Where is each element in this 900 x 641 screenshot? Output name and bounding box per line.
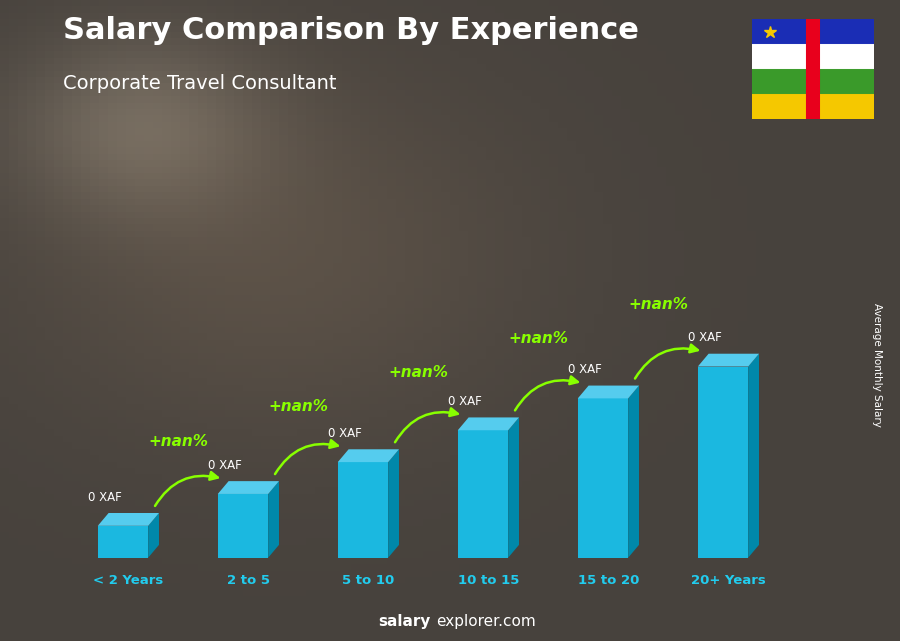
Polygon shape: [578, 386, 639, 399]
Polygon shape: [628, 386, 639, 558]
Text: +nan%: +nan%: [269, 399, 328, 414]
Text: 0 XAF: 0 XAF: [328, 427, 362, 440]
Polygon shape: [388, 449, 399, 558]
Polygon shape: [508, 417, 519, 558]
Text: salary: salary: [378, 615, 430, 629]
Text: Average Monthly Salary: Average Monthly Salary: [872, 303, 883, 428]
Text: 0 XAF: 0 XAF: [208, 459, 242, 472]
Text: 0 XAF: 0 XAF: [88, 490, 122, 504]
Text: 0 XAF: 0 XAF: [688, 331, 722, 344]
Text: Salary Comparison By Experience: Salary Comparison By Experience: [63, 16, 639, 45]
Polygon shape: [458, 430, 508, 558]
Text: explorer.com: explorer.com: [436, 615, 536, 629]
Polygon shape: [698, 354, 759, 367]
Polygon shape: [218, 494, 268, 558]
Text: 15 to 20: 15 to 20: [578, 574, 639, 587]
Polygon shape: [698, 367, 748, 558]
Polygon shape: [148, 513, 159, 558]
Polygon shape: [578, 399, 628, 558]
Polygon shape: [268, 481, 279, 558]
Polygon shape: [98, 513, 159, 526]
Text: +nan%: +nan%: [389, 365, 449, 380]
Text: 5 to 10: 5 to 10: [342, 574, 394, 587]
Text: 20+ Years: 20+ Years: [691, 574, 766, 587]
Text: 2 to 5: 2 to 5: [227, 574, 270, 587]
Polygon shape: [98, 526, 148, 558]
Text: 0 XAF: 0 XAF: [448, 395, 482, 408]
Polygon shape: [748, 354, 759, 558]
Polygon shape: [458, 417, 519, 430]
Polygon shape: [338, 449, 399, 462]
Polygon shape: [338, 462, 388, 558]
Text: Corporate Travel Consultant: Corporate Travel Consultant: [63, 74, 337, 93]
Text: 0 XAF: 0 XAF: [568, 363, 602, 376]
Polygon shape: [218, 481, 279, 494]
Text: +nan%: +nan%: [629, 297, 688, 312]
Text: < 2 Years: < 2 Years: [94, 574, 164, 587]
Text: +nan%: +nan%: [508, 331, 569, 346]
Text: +nan%: +nan%: [148, 433, 209, 449]
Text: 10 to 15: 10 to 15: [458, 574, 519, 587]
